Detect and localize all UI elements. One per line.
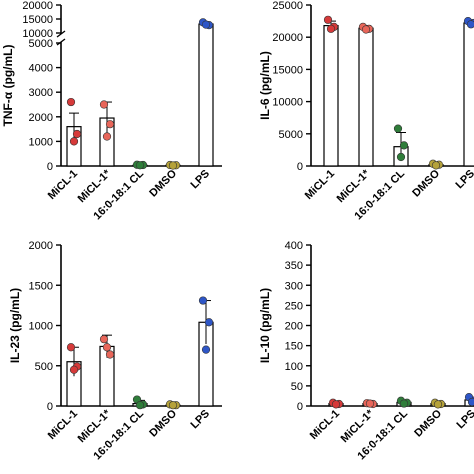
x-tick-label: MiCL-1 — [303, 168, 337, 202]
y-tick-label: 100 — [285, 361, 303, 373]
axis-break-mark — [56, 30, 66, 38]
x-tick-label: MiCL-1 — [308, 408, 342, 442]
chart-il6: 0 5000 10000 15000 20000 25000 IL-6 (pg/mL) MiC… — [258, 0, 474, 222]
data-point — [105, 120, 115, 129]
y-tick-label: 350 — [285, 260, 303, 272]
x-tick-label: LPS — [453, 168, 474, 192]
axis-break-mark — [56, 38, 66, 46]
data-point — [72, 129, 82, 139]
chart-il10: 0 50 100 150 200 250 300 350 400 IL-10 (pg/mL) MiC… — [258, 240, 474, 462]
y-axis-label: IL-6 (pg/mL) — [258, 51, 272, 120]
data-point — [361, 25, 371, 34]
x-tick-label: DMSO — [410, 167, 442, 199]
y-axis-label: IL-23 (pg/mL) — [8, 288, 22, 363]
data-point — [66, 97, 76, 107]
data-point — [433, 400, 443, 409]
data-point — [399, 399, 409, 408]
data-point — [365, 399, 375, 408]
y-tick-label: 1500 — [29, 280, 53, 292]
y-tick-label: 25000 — [272, 0, 303, 12]
data-point — [204, 318, 214, 327]
data-point — [69, 137, 79, 146]
y-tick-label: 2000 — [29, 112, 53, 124]
y-tick-label: 5000 — [29, 38, 53, 50]
y-tick-label: 1000 — [29, 136, 53, 148]
y-tick-label: 150 — [285, 341, 303, 353]
y-tick-label: 400 — [285, 240, 303, 252]
x-tick-label: LPS — [188, 168, 212, 192]
y-tick-label: 15000 — [272, 64, 303, 76]
y-tick-label: 10000 — [22, 28, 53, 40]
y-tick-label: 1000 — [29, 321, 53, 333]
y-tick-label: 0 — [297, 401, 303, 413]
data-point — [201, 345, 211, 354]
y-tick-label: 2000 — [29, 240, 53, 252]
data-point — [102, 343, 112, 352]
data-point — [99, 100, 109, 109]
data-point — [201, 20, 211, 29]
x-tick-label: DMSO — [412, 407, 444, 439]
data-point — [198, 296, 208, 305]
x-tick-label: LPS — [188, 408, 212, 432]
y-tick-label: 20000 — [22, 0, 53, 12]
data-point — [399, 141, 409, 150]
y-tick-label: 10000 — [272, 97, 303, 109]
y-axis-label: IL-10 (pg/mL) — [258, 288, 272, 363]
y-tick-label: 300 — [285, 280, 303, 292]
data-point — [466, 20, 474, 29]
data-point — [102, 132, 112, 141]
y-tick-label: 3000 — [29, 87, 53, 99]
y-tick-label: 50 — [291, 381, 303, 393]
y-tick-label: 5000 — [279, 129, 303, 141]
data-point — [323, 15, 333, 24]
data-point — [66, 343, 76, 352]
data-point — [393, 124, 403, 133]
y-tick-label: 200 — [285, 321, 303, 333]
data-point — [431, 161, 441, 170]
data-point — [168, 401, 178, 410]
y-axis-label: TNF-α (pg/mL) — [1, 44, 15, 126]
y-tick-label: 500 — [35, 361, 53, 373]
bar-micl-1 — [358, 27, 374, 167]
bar-lps — [198, 23, 214, 167]
data-point — [467, 397, 474, 407]
data-point — [396, 152, 406, 162]
bar-micl-1 — [323, 25, 339, 167]
data-point — [105, 350, 115, 359]
y-tick-label: 0 — [47, 401, 53, 413]
data-point — [135, 161, 145, 170]
data-point — [331, 400, 341, 409]
x-tick-label: DMSO — [147, 407, 179, 439]
x-tick-label: DMSO — [147, 167, 179, 199]
y-tick-label: 4000 — [29, 63, 53, 75]
data-point — [99, 335, 109, 344]
y-tick-label: 0 — [47, 161, 53, 173]
data-point — [69, 365, 79, 374]
data-point — [168, 161, 178, 170]
y-tick-label: 20000 — [272, 32, 303, 44]
y-tick-label: 15000 — [22, 14, 53, 26]
y-tick-label: 0 — [297, 161, 303, 173]
x-tick-label: LPS — [454, 408, 474, 432]
bar-lps — [463, 22, 474, 167]
data-point — [326, 24, 336, 33]
y-tick-label: 250 — [285, 300, 303, 312]
data-point — [135, 401, 145, 410]
